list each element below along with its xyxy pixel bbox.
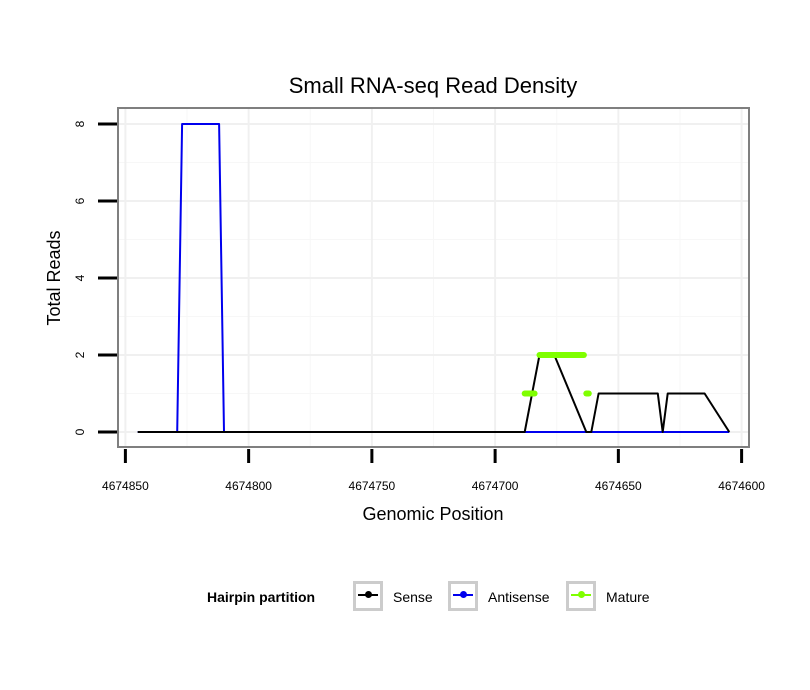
legend-key-mature xyxy=(566,581,596,611)
legend-key-antisense xyxy=(448,581,478,611)
y-axis: 0 2 4 6 8 xyxy=(73,120,117,435)
y-tick-label: 0 xyxy=(73,428,87,435)
y-tick-label: 4 xyxy=(73,274,87,281)
legend-key-sense xyxy=(353,581,383,611)
y-tick-label: 6 xyxy=(73,197,87,204)
x-tick-label: 4674800 xyxy=(225,479,272,493)
x-tick-label: 4674600 xyxy=(718,479,765,493)
antisense-series-line xyxy=(176,123,225,433)
x-tick-label: 4674700 xyxy=(472,479,519,493)
x-axis: 4674850 4674800 4674750 4674700 4674650 46746… xyxy=(102,449,765,493)
legend: Hairpin partition Sense Antisense Mature xyxy=(0,578,810,618)
y-tick-label: 2 xyxy=(73,351,87,358)
sense-series-line xyxy=(137,354,731,433)
x-tick-label: 4674750 xyxy=(349,479,396,493)
y-tick-label: 8 xyxy=(73,120,87,127)
x-tick-label: 4674850 xyxy=(102,479,149,493)
legend-title: Hairpin partition xyxy=(207,589,316,605)
x-tick-label: 4674650 xyxy=(595,479,642,493)
legend-label-sense: Sense xyxy=(393,589,433,605)
series-layer xyxy=(137,123,731,433)
chart-title: Small RNA-seq Read Density xyxy=(289,73,578,98)
legend-label-mature: Mature xyxy=(606,589,650,605)
x-axis-title: Genomic Position xyxy=(362,504,503,524)
legend-label-antisense: Antisense xyxy=(488,589,550,605)
y-axis-title: Total Reads xyxy=(44,230,64,325)
